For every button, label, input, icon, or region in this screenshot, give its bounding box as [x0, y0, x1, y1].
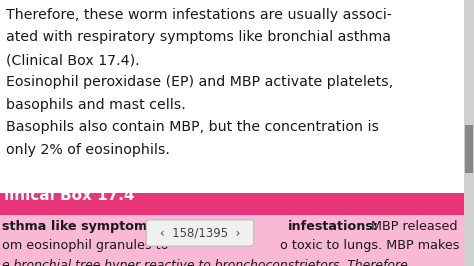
- Bar: [465, 125, 473, 173]
- Text: basophils and mast cells.: basophils and mast cells.: [6, 98, 186, 112]
- Text: ‹  158/1395  ›: ‹ 158/1395 ›: [160, 227, 240, 239]
- Text: e bronchial tree hyper reactive to bronchoconstrietors. Therefore: e bronchial tree hyper reactive to bronc…: [2, 259, 408, 266]
- Text: om eosinophil granules to ​: om eosinophil granules to ​: [2, 239, 173, 252]
- Text: ​o toxic to lungs. MBP makes: ​o toxic to lungs. MBP makes: [280, 239, 459, 252]
- Text: Basophils also contain MBP, but the concentration is: Basophils also contain MBP, but the conc…: [6, 120, 379, 135]
- Text: infestations:: infestations:: [288, 220, 379, 233]
- Text: sthma like symptoms oc: sthma like symptoms oc: [2, 220, 175, 233]
- Bar: [0, 215, 474, 266]
- Text: ated with respiratory symptoms like bronchial asthma: ated with respiratory symptoms like bron…: [6, 31, 391, 44]
- Text: MBP released: MBP released: [367, 220, 457, 233]
- Text: (Clinical Box 17.4).: (Clinical Box 17.4).: [6, 53, 140, 67]
- Text: Therefore, these worm infestations are usually associ-: Therefore, these worm infestations are u…: [6, 8, 392, 22]
- FancyBboxPatch shape: [146, 220, 254, 246]
- Bar: [0, 193, 474, 215]
- Text: only 2% of eosinophils.: only 2% of eosinophils.: [6, 143, 170, 157]
- Text: Eosinophil peroxidase (EP) and MBP activate platelets,: Eosinophil peroxidase (EP) and MBP activ…: [6, 76, 393, 89]
- Bar: [464, 0, 474, 266]
- Text: linical Box 17.4: linical Box 17.4: [4, 189, 135, 203]
